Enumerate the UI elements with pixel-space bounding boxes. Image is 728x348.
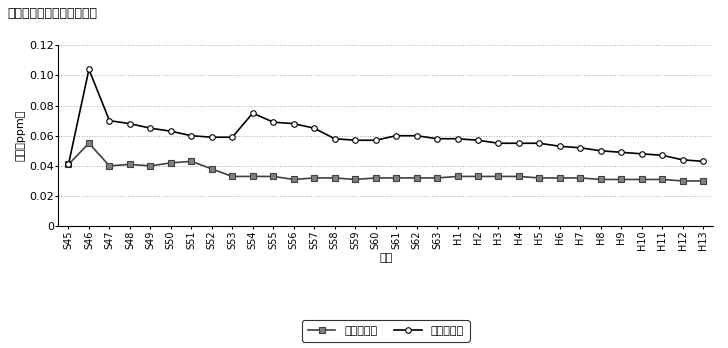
X-axis label: 年度: 年度 [379,253,392,263]
二酸化窒素 [617,177,625,182]
一酸化窒素 [392,134,400,138]
二酸化窒素 [269,174,277,179]
一酸化窒素 [248,111,257,115]
一酸化窒素 [638,152,646,156]
二酸化窒素 [576,176,585,180]
一酸化窒素 [658,153,667,157]
二酸化窒素 [167,161,175,165]
一酸化窒素 [105,119,114,123]
一酸化窒素 [555,144,564,148]
二酸化窒素 [331,176,339,180]
一酸化窒素 [678,158,687,162]
一酸化窒素 [699,159,708,164]
一酸化窒素 [269,120,277,124]
Text: （自動車排出ガス測定局）: （自動車排出ガス測定局） [7,7,98,20]
二酸化窒素 [84,141,93,145]
二酸化窒素 [474,174,483,179]
二酸化窒素 [678,179,687,183]
一酸化窒素 [187,134,196,138]
一酸化窒素 [289,121,298,126]
一酸化窒素 [453,137,462,141]
二酸化窒素 [596,177,605,182]
二酸化窒素 [310,176,319,180]
一酸化窒素 [596,149,605,153]
一酸化窒素 [84,67,93,71]
二酸化窒素 [187,159,196,164]
一酸化窒素 [412,134,421,138]
二酸化窒素 [125,162,134,166]
二酸化窒素 [658,177,667,182]
一酸化窒素 [515,141,523,145]
一酸化窒素 [535,141,544,145]
二酸化窒素 [515,174,523,179]
二酸化窒素 [207,167,216,171]
二酸化窒素 [64,162,73,166]
二酸化窒素 [535,176,544,180]
二酸化窒素 [351,177,360,182]
一酸化窒素 [576,146,585,150]
二酸化窒素 [555,176,564,180]
一酸化窒素 [432,137,441,141]
一酸化窒素 [167,129,175,133]
一酸化窒素 [494,141,503,145]
二酸化窒素 [248,174,257,179]
一酸化窒素 [351,138,360,142]
二酸化窒素 [228,174,237,179]
二酸化窒素 [638,177,646,182]
一酸化窒素 [331,137,339,141]
Line: 一酸化窒素: 一酸化窒素 [66,66,706,167]
二酸化窒素 [412,176,421,180]
Line: 二酸化窒素: 二酸化窒素 [66,141,706,184]
二酸化窒素 [453,174,462,179]
二酸化窒素 [392,176,400,180]
一酸化窒素 [371,138,380,142]
二酸化窒素 [289,177,298,182]
一酸化窒素 [617,150,625,155]
一酸化窒素 [64,162,73,166]
一酸化窒素 [125,121,134,126]
Y-axis label: 濃度（ppm）: 濃度（ppm） [15,110,25,161]
二酸化窒素 [371,176,380,180]
二酸化窒素 [105,164,114,168]
一酸化窒素 [228,135,237,139]
Legend: 二酸化窒素, 一酸化窒素: 二酸化窒素, 一酸化窒素 [302,320,470,341]
二酸化窒素 [494,174,503,179]
一酸化窒素 [310,126,319,130]
二酸化窒素 [699,179,708,183]
二酸化窒素 [432,176,441,180]
一酸化窒素 [146,126,155,130]
一酸化窒素 [207,135,216,139]
二酸化窒素 [146,164,155,168]
一酸化窒素 [474,138,483,142]
